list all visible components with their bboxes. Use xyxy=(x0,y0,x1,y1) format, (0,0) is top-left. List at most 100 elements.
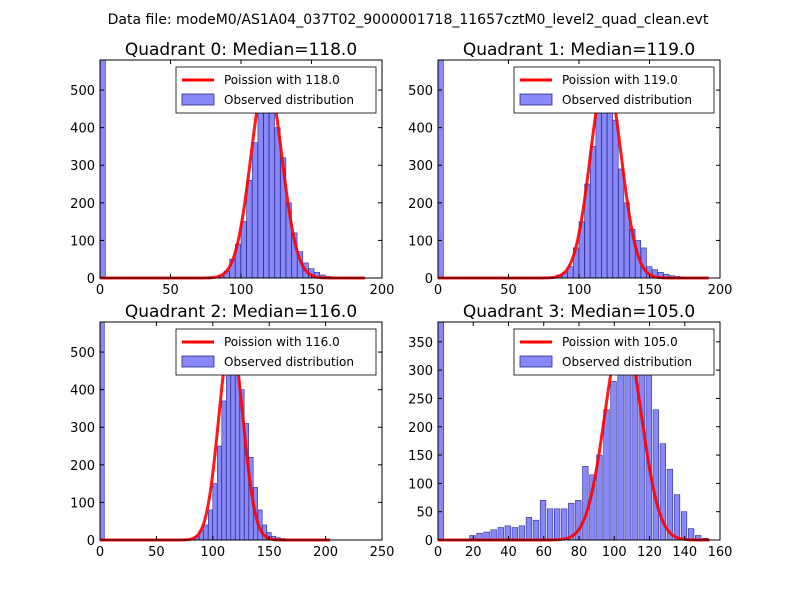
histogram-bar xyxy=(251,142,258,279)
plot-title: Quadrant 3: Median=105.0 xyxy=(463,302,695,322)
histogram-bar xyxy=(673,494,681,541)
x-tick-label: 100 xyxy=(229,283,254,298)
legend-label-observed: Observed distribution xyxy=(562,355,692,369)
y-tick-label: 100 xyxy=(408,234,433,249)
histogram-bar xyxy=(539,500,547,541)
subplot-quadrant-0: Quadrant 0: Median=118.0 0 50 100 150 200 0 100… xyxy=(70,40,394,298)
x-tick-label: 60 xyxy=(535,545,552,560)
y-tick-label: 200 xyxy=(408,421,433,436)
histogram-bar xyxy=(217,445,222,541)
y-tick-label: 0 xyxy=(87,534,95,549)
y-tick-label: 200 xyxy=(70,197,95,212)
x-tick-label: 0 xyxy=(96,283,104,298)
legend-label-observed: Observed distribution xyxy=(224,93,354,107)
legend-patch-swatch xyxy=(519,355,553,368)
histogram-bar xyxy=(268,89,275,279)
histogram-bar xyxy=(504,525,511,541)
histogram-bar xyxy=(437,321,444,541)
plot-title: Quadrant 2: Median=116.0 xyxy=(125,302,357,322)
x-tick-label: 120 xyxy=(637,545,662,560)
legend-label-poisson: Poission with 116.0 xyxy=(224,335,340,349)
histogram-bar xyxy=(437,59,444,279)
x-tick-label: 40 xyxy=(500,545,517,560)
x-tick-label: 100 xyxy=(602,545,627,560)
subplot-quadrant-1: Quadrant 1: Median=119.0 0 50 100 150 200 0 100… xyxy=(408,40,732,298)
y-tick-label: 500 xyxy=(70,346,95,361)
y-tick-label: 300 xyxy=(70,421,95,436)
subplot-quadrant-3: Quadrant 3: Median=105.0 0 20 40 60 80 100 120 1… xyxy=(408,302,732,560)
x-tick-label: 100 xyxy=(200,545,225,560)
figure-suptitle: Data file: modeM0/AS1A04_037T02_90000017… xyxy=(108,12,709,28)
y-tick-label: 100 xyxy=(70,496,95,511)
y-tick-label: 200 xyxy=(408,197,433,212)
histogram-bar xyxy=(652,409,659,541)
histogram-bar xyxy=(274,127,281,279)
x-tick-label: 200 xyxy=(708,283,733,298)
x-tick-label: 50 xyxy=(162,283,179,298)
plot-title: Quadrant 1: Median=119.0 xyxy=(463,40,695,60)
legend-patch-swatch xyxy=(519,93,553,106)
x-tick-label: 140 xyxy=(672,545,697,560)
y-tick-label: 300 xyxy=(408,159,433,174)
histogram-bar xyxy=(221,400,227,541)
histogram-bar xyxy=(624,358,631,541)
histogram-bar xyxy=(203,524,209,541)
histogram-bar xyxy=(617,369,624,541)
x-tick-label: 80 xyxy=(571,545,588,560)
x-tick-label: 150 xyxy=(637,283,662,298)
y-tick-label: 500 xyxy=(408,84,433,99)
x-tick-label: 200 xyxy=(313,545,338,560)
y-tick-label: 0 xyxy=(87,272,95,287)
x-tick-label: 0 xyxy=(434,283,442,298)
histogram-bar xyxy=(680,511,688,541)
y-tick-label: 400 xyxy=(70,122,95,137)
axes-frame xyxy=(99,321,383,541)
x-tick-label: 100 xyxy=(567,283,592,298)
histogram-bar xyxy=(226,366,231,541)
histogram-bar xyxy=(589,146,596,279)
x-tick-label: 50 xyxy=(148,545,165,560)
legend-label-poisson: Poission with 119.0 xyxy=(562,73,678,87)
histogram-bar xyxy=(525,517,533,541)
y-tick-label: 50 xyxy=(416,506,433,521)
y-tick-label: 200 xyxy=(70,459,95,474)
x-tick-label: 160 xyxy=(708,545,733,560)
y-tick-label: 100 xyxy=(70,234,95,249)
histogram-bar xyxy=(618,168,625,279)
legend-patch-swatch xyxy=(181,93,215,106)
histogram-bar xyxy=(497,527,504,541)
y-tick-label: 400 xyxy=(408,122,433,137)
legend-label-poisson: Poission with 105.0 xyxy=(562,335,678,349)
histogram-bar xyxy=(554,508,561,541)
histogram-bar xyxy=(518,525,526,541)
histogram-bar xyxy=(99,59,106,279)
y-tick-label: 300 xyxy=(408,364,433,379)
y-tick-label: 400 xyxy=(70,384,95,399)
plot-title: Quadrant 0: Median=118.0 xyxy=(125,40,357,60)
y-tick-label: 0 xyxy=(425,272,433,287)
histogram-bar xyxy=(532,519,540,541)
histogram-bar xyxy=(207,509,213,541)
x-tick-label: 150 xyxy=(299,283,324,298)
histogram-bar xyxy=(606,89,613,279)
y-tick-label: 300 xyxy=(70,159,95,174)
histogram-bar xyxy=(246,179,253,279)
x-tick-label: 50 xyxy=(500,283,517,298)
x-tick-label: 200 xyxy=(370,283,395,298)
histogram-bar xyxy=(610,381,617,541)
x-tick-label: 20 xyxy=(465,545,482,560)
x-tick-label: 250 xyxy=(370,545,395,560)
y-tick-label: 0 xyxy=(425,534,433,549)
x-tick-label: 0 xyxy=(96,545,104,560)
histogram-bar xyxy=(595,104,602,279)
histogram-bar xyxy=(511,527,518,541)
legend-label-observed: Observed distribution xyxy=(224,355,354,369)
histogram-bar xyxy=(582,466,589,541)
histogram-bar xyxy=(257,108,264,279)
histogram-bar xyxy=(212,483,218,541)
histogram-bar xyxy=(490,529,497,541)
legend-patch-swatch xyxy=(181,355,215,368)
subplot-quadrant-2: Quadrant 2: Median=116.0 0 50 100 150 200 250 0… xyxy=(70,302,394,560)
y-tick-label: 500 xyxy=(70,84,95,99)
